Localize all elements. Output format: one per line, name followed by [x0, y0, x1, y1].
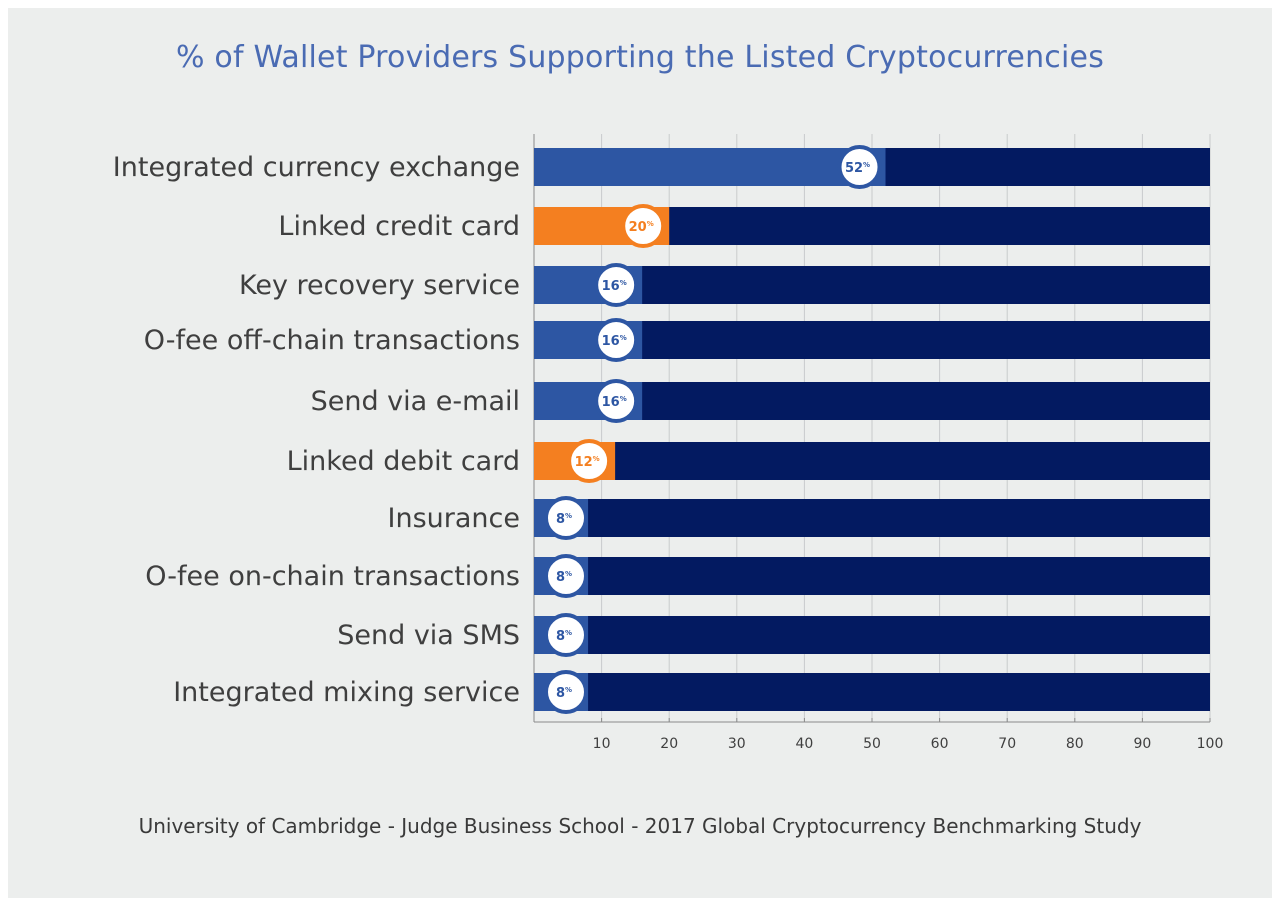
- x-tick-label: 90: [1133, 736, 1151, 752]
- bar-value: [534, 148, 886, 186]
- category-label: Send via SMS: [337, 620, 520, 651]
- category-label: Insurance: [388, 503, 520, 534]
- x-tick-label: 80: [1066, 736, 1084, 752]
- x-tick-label: 70: [998, 736, 1016, 752]
- x-tick-label: 20: [660, 736, 678, 752]
- category-label: Integrated currency exchange: [113, 152, 520, 183]
- category-label: Send via e-mail: [311, 386, 520, 417]
- category-label: O-fee off-chain transactions: [144, 325, 520, 356]
- x-tick-label: 60: [931, 736, 949, 752]
- category-label: Key recovery service: [239, 270, 520, 301]
- x-tick-label: 40: [795, 736, 813, 752]
- bar-remainder: [534, 499, 1210, 537]
- bar-remainder: [534, 557, 1210, 595]
- category-label: Linked credit card: [278, 211, 520, 242]
- bar-remainder: [534, 616, 1210, 654]
- category-label: O-fee on-chain transactions: [145, 561, 520, 592]
- category-label: Linked debit card: [287, 446, 520, 477]
- bar-remainder: [534, 442, 1210, 480]
- category-labels: Integrated currency exchange Linked credi…: [113, 152, 520, 708]
- bar-remainder: [534, 673, 1210, 711]
- x-tick-label: 50: [863, 736, 881, 752]
- x-tick-label: 10: [593, 736, 611, 752]
- x-axis-ticks: 10 20 30 40 50 60 70 80 90 100: [593, 718, 1224, 752]
- source-note: University of Cambridge - Judge Business…: [0, 814, 1280, 838]
- category-label: Integrated mixing service: [173, 677, 520, 708]
- x-tick-label: 30: [728, 736, 746, 752]
- x-tick-label: 100: [1197, 736, 1224, 752]
